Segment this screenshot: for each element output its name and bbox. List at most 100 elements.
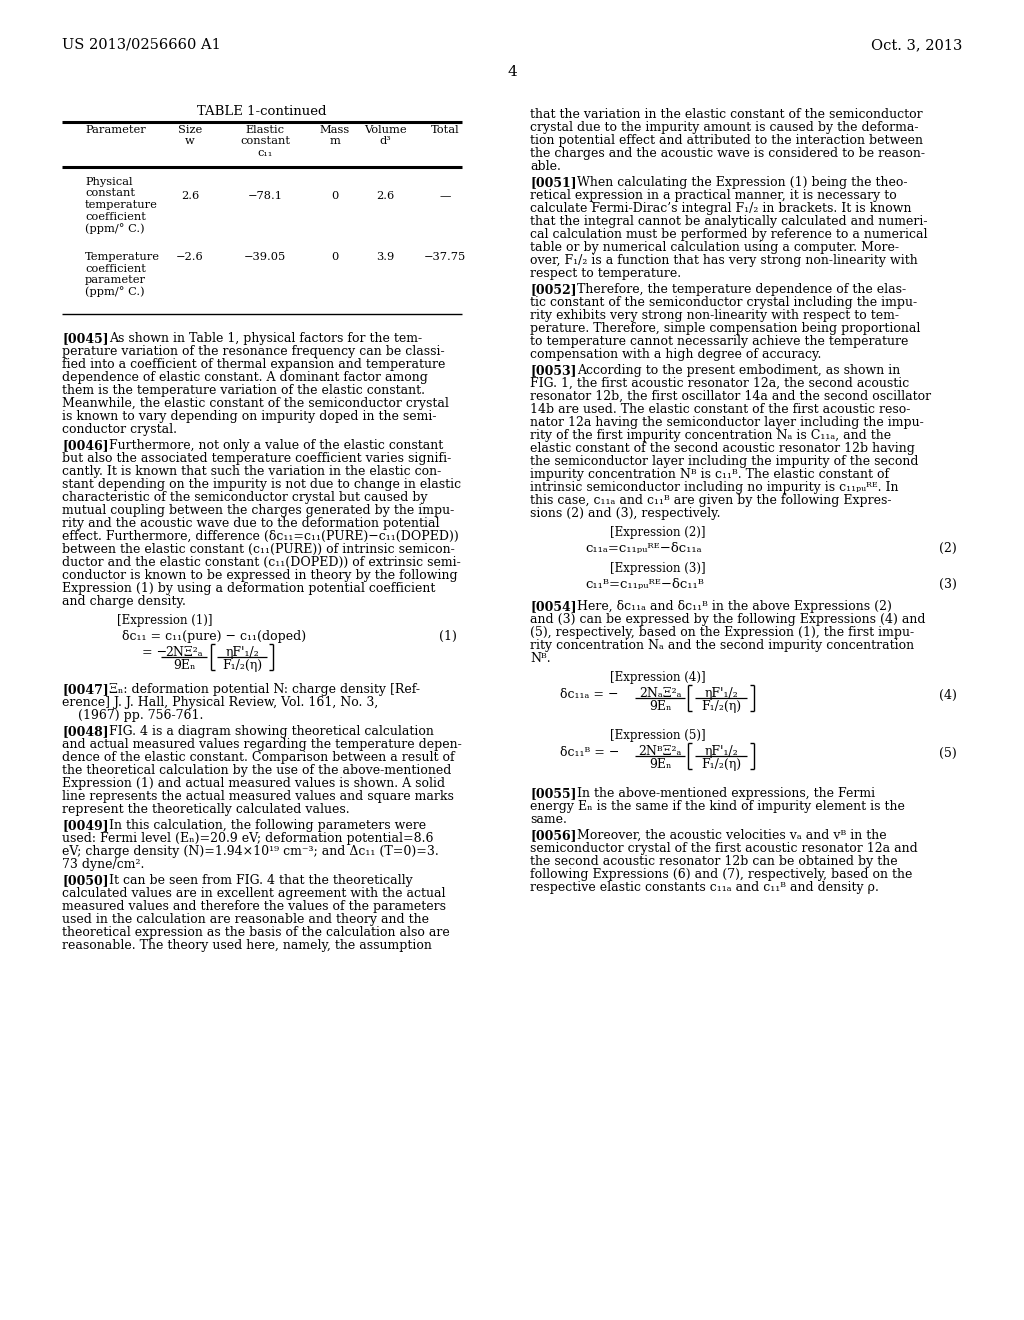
Text: to temperature cannot necessarily achieve the temperature: to temperature cannot necessarily achiev… — [530, 335, 908, 348]
Text: —: — — [439, 191, 451, 201]
Text: over, F₁/₂ is a function that has very strong non-linearity with: over, F₁/₂ is a function that has very s… — [530, 253, 918, 267]
Text: that the variation in the elastic constant of the semiconductor: that the variation in the elastic consta… — [530, 108, 923, 121]
Text: [0048]: [0048] — [62, 725, 109, 738]
Text: but also the associated temperature coefficient varies signifi-: but also the associated temperature coef… — [62, 451, 452, 465]
Text: Here, δc₁₁ₐ and δc₁₁ᴮ in the above Expressions (2): Here, δc₁₁ₐ and δc₁₁ᴮ in the above Expre… — [577, 601, 892, 612]
Text: Temperature: Temperature — [85, 252, 160, 261]
Text: and actual measured values regarding the temperature depen-: and actual measured values regarding the… — [62, 738, 462, 751]
Text: the second acoustic resonator 12b can be obtained by the: the second acoustic resonator 12b can be… — [530, 855, 898, 869]
Text: δc₁₁ᴮ = −: δc₁₁ᴮ = − — [560, 747, 620, 759]
Text: −37.75: −37.75 — [424, 252, 466, 261]
Text: (1): (1) — [439, 630, 457, 643]
Text: this case, c₁₁ₐ and c₁₁ᴮ are given by the following Expres-: this case, c₁₁ₐ and c₁₁ᴮ are given by th… — [530, 494, 892, 507]
Text: elastic constant of the second acoustic resonator 12b having: elastic constant of the second acoustic … — [530, 442, 914, 455]
Text: Mass: Mass — [319, 125, 350, 135]
Text: F₁/₂(η): F₁/₂(η) — [701, 700, 741, 713]
Text: ηF'₁/₂: ηF'₁/₂ — [705, 744, 738, 758]
Text: δc₁₁ = c₁₁(pure) − c₁₁(doped): δc₁₁ = c₁₁(pure) − c₁₁(doped) — [122, 630, 306, 643]
Text: intrinsic semiconductor including no impurity is c₁₁ₚᵤᴿᴱ. In: intrinsic semiconductor including no imp… — [530, 480, 898, 494]
Text: [Expression (5)]: [Expression (5)] — [610, 729, 706, 742]
Text: dence of the elastic constant. Comparison between a result of: dence of the elastic constant. Compariso… — [62, 751, 455, 764]
Text: 2NᴮΞ²ₐ: 2NᴮΞ²ₐ — [638, 744, 682, 758]
Text: 9Eₙ: 9Eₙ — [649, 758, 672, 771]
Text: Parameter: Parameter — [85, 125, 145, 135]
Text: [0045]: [0045] — [62, 333, 109, 345]
Text: eV; charge density (N)=1.94×10¹⁹ cm⁻³; and Δc₁₁ (T=0)=3.: eV; charge density (N)=1.94×10¹⁹ cm⁻³; a… — [62, 845, 438, 858]
Text: 2.6: 2.6 — [376, 191, 394, 201]
Text: When calculating the Expression (1) being the theo-: When calculating the Expression (1) bein… — [577, 176, 907, 189]
Text: Physical: Physical — [85, 177, 132, 187]
Text: TABLE 1-continued: TABLE 1-continued — [198, 106, 327, 117]
Text: the semiconductor layer including the impurity of the second: the semiconductor layer including the im… — [530, 455, 919, 469]
Text: Ξₙ: deformation potential N: charge density [Ref-: Ξₙ: deformation potential N: charge dens… — [109, 682, 420, 696]
Text: (5), respectively, based on the Expression (1), the first impu-: (5), respectively, based on the Expressi… — [530, 626, 914, 639]
Text: characteristic of the semiconductor crystal but caused by: characteristic of the semiconductor crys… — [62, 491, 428, 504]
Text: the theoretical calculation by the use of the above-mentioned: the theoretical calculation by the use o… — [62, 764, 452, 777]
Text: effect. Furthermore, difference (δc₁₁=c₁₁(PURE)−c₁₁(DOPED)): effect. Furthermore, difference (δc₁₁=c₁… — [62, 531, 459, 543]
Text: [Expression (2)]: [Expression (2)] — [610, 525, 706, 539]
Text: cantly. It is known that such the variation in the elastic con-: cantly. It is known that such the variat… — [62, 465, 441, 478]
Text: 2.6: 2.6 — [181, 191, 199, 201]
Text: As shown in Table 1, physical factors for the tem-: As shown in Table 1, physical factors fo… — [109, 333, 422, 345]
Text: compensation with a high degree of accuracy.: compensation with a high degree of accur… — [530, 348, 821, 360]
Text: [Expression (3)]: [Expression (3)] — [610, 562, 706, 576]
Text: Expression (1) and actual measured values is shown. A solid: Expression (1) and actual measured value… — [62, 777, 445, 789]
Text: respective elastic constants c₁₁ₐ and c₁₁ᴮ and density ρ.: respective elastic constants c₁₁ₐ and c₁… — [530, 880, 879, 894]
Text: −78.1: −78.1 — [248, 191, 283, 201]
Text: d³: d³ — [379, 136, 391, 147]
Text: rity concentration Nₐ and the second impurity concentration: rity concentration Nₐ and the second imp… — [530, 639, 914, 652]
Text: c₁₁ₐ=c₁₁ₚᵤᴿᴱ−δc₁₁ₐ: c₁₁ₐ=c₁₁ₚᵤᴿᴱ−δc₁₁ₐ — [585, 543, 701, 554]
Text: mutual coupling between the charges generated by the impu-: mutual coupling between the charges gene… — [62, 504, 455, 517]
Text: [0054]: [0054] — [530, 601, 577, 612]
Text: rity of the first impurity concentration Nₐ is C₁₁ₐ, and the: rity of the first impurity concentration… — [530, 429, 891, 442]
Text: parameter: parameter — [85, 275, 146, 285]
Text: line represents the actual measured values and square marks: line represents the actual measured valu… — [62, 789, 454, 803]
Text: that the integral cannot be analytically calculated and numeri-: that the integral cannot be analytically… — [530, 215, 928, 228]
Text: conductor is known to be expressed in theory by the following: conductor is known to be expressed in th… — [62, 569, 458, 582]
Text: It can be seen from FIG. 4 that the theoretically: It can be seen from FIG. 4 that the theo… — [109, 874, 413, 887]
Text: used in the calculation are reasonable and theory and the: used in the calculation are reasonable a… — [62, 913, 429, 927]
Text: resonator 12b, the first oscillator 14a and the second oscillator: resonator 12b, the first oscillator 14a … — [530, 389, 931, 403]
Text: According to the present embodiment, as shown in: According to the present embodiment, as … — [577, 364, 900, 378]
Text: [0052]: [0052] — [530, 282, 577, 296]
Text: rity and the acoustic wave due to the deformation potential: rity and the acoustic wave due to the de… — [62, 517, 439, 531]
Text: following Expressions (6) and (7), respectively, based on the: following Expressions (6) and (7), respe… — [530, 869, 912, 880]
Text: coefficient: coefficient — [85, 211, 145, 222]
Text: ηF'₁/₂: ηF'₁/₂ — [705, 686, 738, 700]
Text: (ppm/° C.): (ppm/° C.) — [85, 223, 144, 234]
Text: 9Eₙ: 9Eₙ — [649, 700, 672, 713]
Text: c₁₁: c₁₁ — [257, 148, 272, 158]
Text: (5): (5) — [939, 747, 957, 759]
Text: table or by numerical calculation using a computer. More-: table or by numerical calculation using … — [530, 242, 899, 253]
Text: retical expression in a practical manner, it is necessary to: retical expression in a practical manner… — [530, 189, 897, 202]
Text: the charges and the acoustic wave is considered to be reason-: the charges and the acoustic wave is con… — [530, 147, 925, 160]
Text: crystal due to the impurity amount is caused by the deforma-: crystal due to the impurity amount is ca… — [530, 121, 919, 135]
Text: and charge density.: and charge density. — [62, 595, 186, 609]
Text: −39.05: −39.05 — [244, 252, 286, 261]
Text: calculate Fermi-Dirac’s integral F₁/₂ in brackets. It is known: calculate Fermi-Dirac’s integral F₁/₂ in… — [530, 202, 911, 215]
Text: [0047]: [0047] — [62, 682, 109, 696]
Text: [0049]: [0049] — [62, 818, 109, 832]
Text: is known to vary depending on impurity doped in the semi-: is known to vary depending on impurity d… — [62, 411, 436, 422]
Text: Expression (1) by using a deformation potential coefficient: Expression (1) by using a deformation po… — [62, 582, 435, 595]
Text: −2.6: −2.6 — [176, 252, 204, 261]
Text: stant depending on the impurity is not due to change in elastic: stant depending on the impurity is not d… — [62, 478, 461, 491]
Text: tic constant of the semiconductor crystal including the impu-: tic constant of the semiconductor crysta… — [530, 296, 918, 309]
Text: erence] J. J. Hall, Physical Review, Vol. 161, No. 3,: erence] J. J. Hall, Physical Review, Vol… — [62, 696, 378, 709]
Text: ηF'₁/₂: ηF'₁/₂ — [225, 645, 259, 659]
Text: (ppm/° C.): (ppm/° C.) — [85, 286, 144, 297]
Text: 2NₐΞ²ₐ: 2NₐΞ²ₐ — [639, 686, 681, 700]
Text: US 2013/0256660 A1: US 2013/0256660 A1 — [62, 38, 221, 51]
Text: F₁/₂(η): F₁/₂(η) — [222, 659, 262, 672]
Text: sions (2) and (3), respectively.: sions (2) and (3), respectively. — [530, 507, 721, 520]
Text: perature. Therefore, simple compensation being proportional: perature. Therefore, simple compensation… — [530, 322, 921, 335]
Text: theoretical expression as the basis of the calculation also are: theoretical expression as the basis of t… — [62, 927, 450, 939]
Text: (4): (4) — [939, 689, 957, 701]
Text: 14b are used. The elastic constant of the first acoustic reso-: 14b are used. The elastic constant of th… — [530, 403, 910, 416]
Text: 4: 4 — [507, 65, 517, 79]
Text: [0053]: [0053] — [530, 364, 577, 378]
Text: cal calculation must be performed by reference to a numerical: cal calculation must be performed by ref… — [530, 228, 928, 242]
Text: [0051]: [0051] — [530, 176, 577, 189]
Text: Size: Size — [178, 125, 202, 135]
Text: rity exhibits very strong non-linearity with respect to tem-: rity exhibits very strong non-linearity … — [530, 309, 899, 322]
